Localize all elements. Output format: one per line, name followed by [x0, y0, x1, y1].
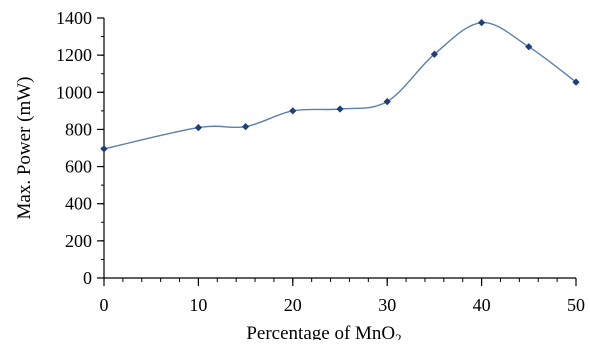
series-layer [100, 19, 580, 153]
y-tick-label: 800 [65, 119, 92, 139]
x-axis-label-subscript: 2 [395, 331, 402, 340]
data-point-marker [289, 107, 297, 115]
x-tick-label: 10 [189, 295, 207, 315]
y-tick-label: 1000 [56, 82, 92, 102]
x-tick-label: 30 [378, 295, 396, 315]
data-point-marker [336, 105, 344, 113]
data-point-marker [383, 97, 391, 106]
x-tick-label: 0 [100, 295, 109, 315]
y-tick-label: 600 [65, 157, 92, 177]
data-point-marker [477, 19, 486, 27]
data-point-marker [572, 78, 580, 86]
y-tick-label: 200 [65, 231, 92, 251]
data-point-marker [241, 123, 250, 131]
y-tick-label: 1400 [56, 8, 92, 28]
data-point-marker [525, 43, 533, 51]
labels-layer: Max. Power (mW) Percentage of MnO2 [14, 77, 402, 345]
data-point-marker [430, 50, 439, 58]
x-axis-label: Percentage of MnO2 [246, 323, 401, 340]
y-tick-label: 1200 [56, 45, 92, 65]
y-tick-label: 0 [83, 268, 92, 288]
y-tick-label: 400 [65, 194, 92, 214]
x-tick-label: 20 [284, 295, 302, 315]
x-axis-label-main: Percentage of MnO [246, 323, 395, 340]
x-tick-label: 40 [473, 295, 491, 315]
series-line [103, 21, 577, 150]
axes: 0 200 400 600 800 1000 1200 1400 0 10 20 30 40 50 [56, 8, 585, 315]
data-point-marker [100, 145, 108, 153]
y-axis-label: Max. Power (mW) [14, 77, 35, 220]
data-point-marker [194, 123, 203, 132]
x-tick-label: 50 [567, 295, 585, 315]
